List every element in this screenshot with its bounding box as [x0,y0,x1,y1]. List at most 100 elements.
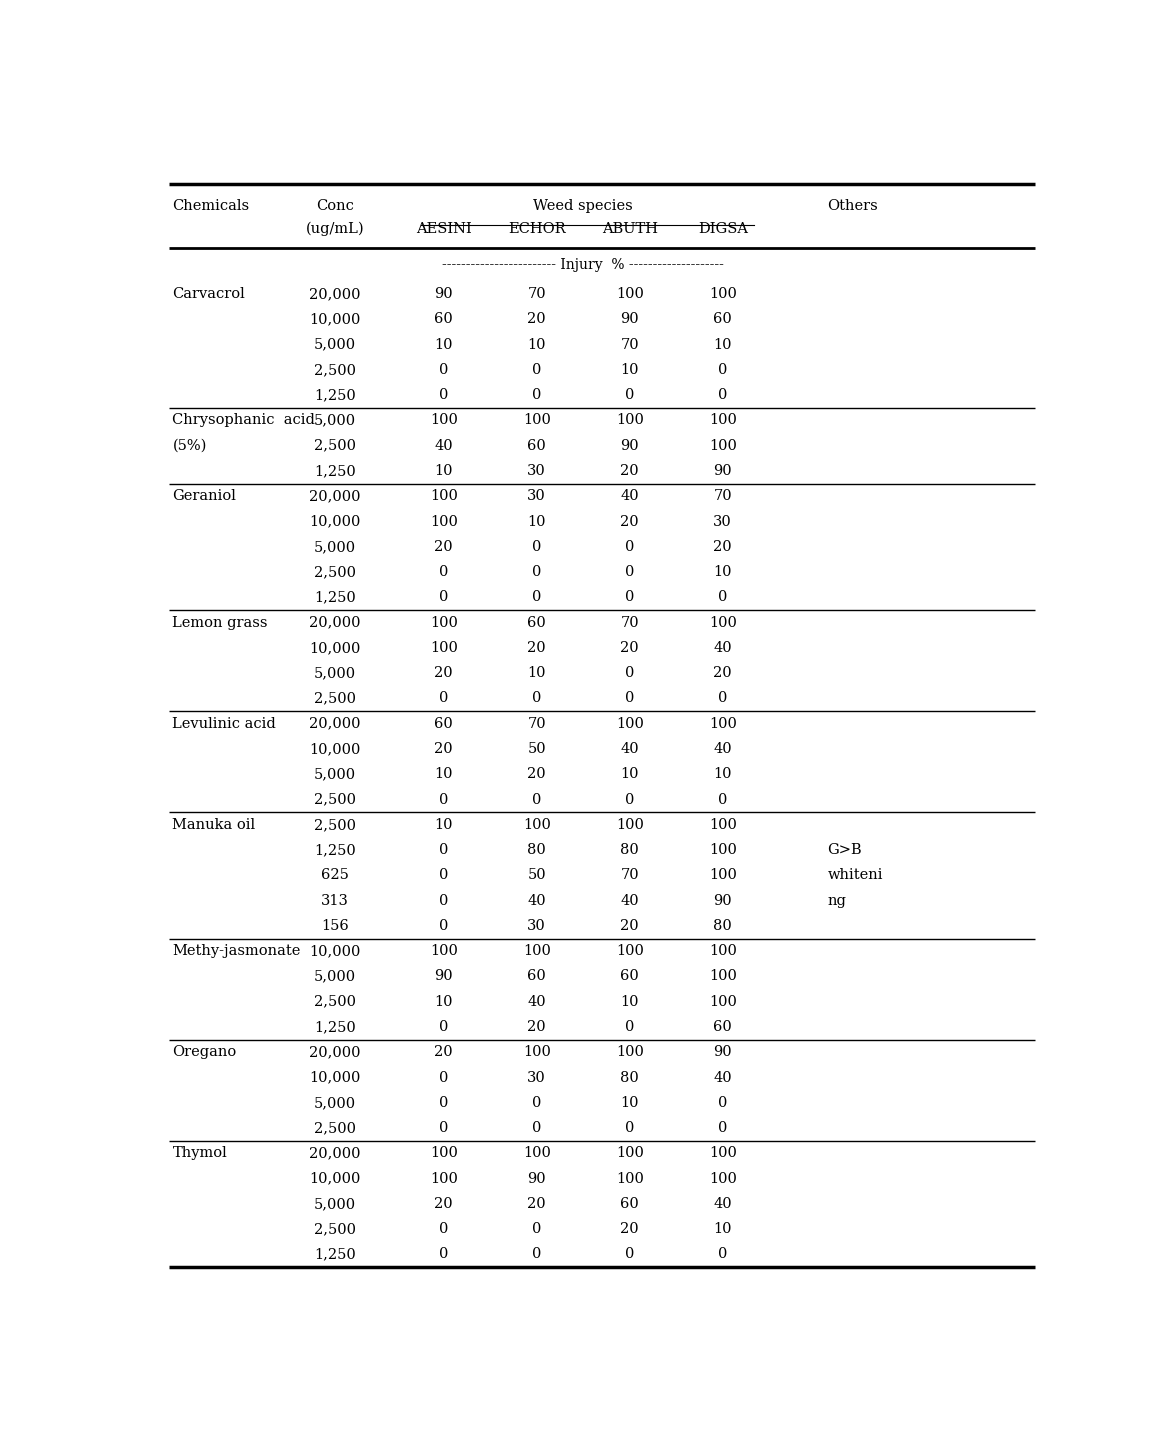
Text: Oregano: Oregano [172,1045,237,1059]
Text: 100: 100 [708,287,736,301]
Text: 2,500: 2,500 [314,438,356,452]
Text: 0: 0 [440,793,449,807]
Text: 20: 20 [620,514,638,529]
Text: 1,250: 1,250 [314,1248,356,1261]
Text: 0: 0 [531,363,542,378]
Text: 2,500: 2,500 [314,692,356,706]
Text: 100: 100 [708,615,736,630]
Text: 0: 0 [440,565,449,579]
Text: 10,000: 10,000 [309,641,361,654]
Text: 1,250: 1,250 [314,464,356,478]
Text: 30: 30 [527,464,547,478]
Text: 40: 40 [620,893,638,908]
Text: 20: 20 [435,540,454,553]
Text: 2,500: 2,500 [314,1222,356,1236]
Text: 5,000: 5,000 [314,666,356,680]
Text: 100: 100 [430,615,458,630]
Text: 100: 100 [523,414,551,428]
Text: 100: 100 [430,490,458,503]
Text: 0: 0 [440,869,449,882]
Text: 20,000: 20,000 [309,716,361,731]
Text: 0: 0 [625,666,635,680]
Text: 40: 40 [713,1071,732,1085]
Text: 100: 100 [708,944,736,958]
Text: 50: 50 [528,869,547,882]
Text: 5,000: 5,000 [314,767,356,781]
Text: 10,000: 10,000 [309,742,361,757]
Text: 313: 313 [321,893,349,908]
Text: 0: 0 [718,591,727,604]
Text: (ug/mL): (ug/mL) [306,222,364,236]
Text: 100: 100 [708,843,736,857]
Text: 100: 100 [616,287,643,301]
Text: 100: 100 [708,970,736,983]
Text: 70: 70 [528,287,547,301]
Text: 0: 0 [440,1248,449,1261]
Text: 60: 60 [713,313,733,327]
Text: 0: 0 [440,893,449,908]
Text: 20: 20 [435,666,454,680]
Text: 0: 0 [440,1121,449,1136]
Text: 5,000: 5,000 [314,414,356,428]
Text: ------------------------ Injury  % --------------------: ------------------------ Injury % ------… [442,258,725,271]
Text: 90: 90 [713,893,732,908]
Text: 40: 40 [528,893,547,908]
Text: 0: 0 [718,793,727,807]
Text: 0: 0 [625,540,635,553]
Text: 0: 0 [440,843,449,857]
Text: 0: 0 [531,388,542,402]
Text: 0: 0 [625,692,635,706]
Text: Others: Others [827,199,878,213]
Text: 100: 100 [430,944,458,958]
Text: 100: 100 [616,716,643,731]
Text: 30: 30 [527,919,547,932]
Text: 0: 0 [531,1095,542,1110]
Text: 156: 156 [321,919,349,932]
Text: 10: 10 [528,514,545,529]
Text: 90: 90 [713,1045,732,1059]
Text: 20: 20 [435,742,454,757]
Text: 20,000: 20,000 [309,1147,361,1160]
Text: 0: 0 [625,1248,635,1261]
Text: 60: 60 [527,970,547,983]
Text: 2,500: 2,500 [314,1121,356,1136]
Text: 0: 0 [531,793,542,807]
Text: 70: 70 [620,337,638,352]
Text: 0: 0 [625,1121,635,1136]
Text: 10: 10 [435,767,454,781]
Text: 40: 40 [713,1197,732,1210]
Text: 0: 0 [718,692,727,706]
Text: 20: 20 [528,1020,547,1035]
Text: 0: 0 [718,1095,727,1110]
Text: 40: 40 [713,641,732,654]
Text: DIGSA: DIGSA [698,222,748,236]
Text: Conc: Conc [316,199,355,213]
Text: 70: 70 [713,490,732,503]
Text: 20: 20 [528,641,547,654]
Text: 100: 100 [616,1045,643,1059]
Text: 10: 10 [621,994,638,1009]
Text: 0: 0 [440,1222,449,1236]
Text: 100: 100 [708,1147,736,1160]
Text: 20: 20 [528,767,547,781]
Text: 100: 100 [616,414,643,428]
Text: Weed species: Weed species [534,199,633,213]
Text: 20: 20 [713,666,732,680]
Text: 100: 100 [616,1147,643,1160]
Text: 20: 20 [620,641,638,654]
Text: 20,000: 20,000 [309,287,361,301]
Text: 60: 60 [434,313,454,327]
Text: 80: 80 [620,843,640,857]
Text: 60: 60 [620,970,640,983]
Text: 100: 100 [708,1172,736,1186]
Text: 100: 100 [430,1147,458,1160]
Text: 0: 0 [440,1095,449,1110]
Text: 0: 0 [440,1020,449,1035]
Text: 90: 90 [528,1172,547,1186]
Text: 100: 100 [708,438,736,452]
Text: 10: 10 [621,1095,638,1110]
Text: 60: 60 [527,615,547,630]
Text: 10: 10 [528,337,545,352]
Text: 100: 100 [708,716,736,731]
Text: Chrysophanic  acid: Chrysophanic acid [172,414,315,428]
